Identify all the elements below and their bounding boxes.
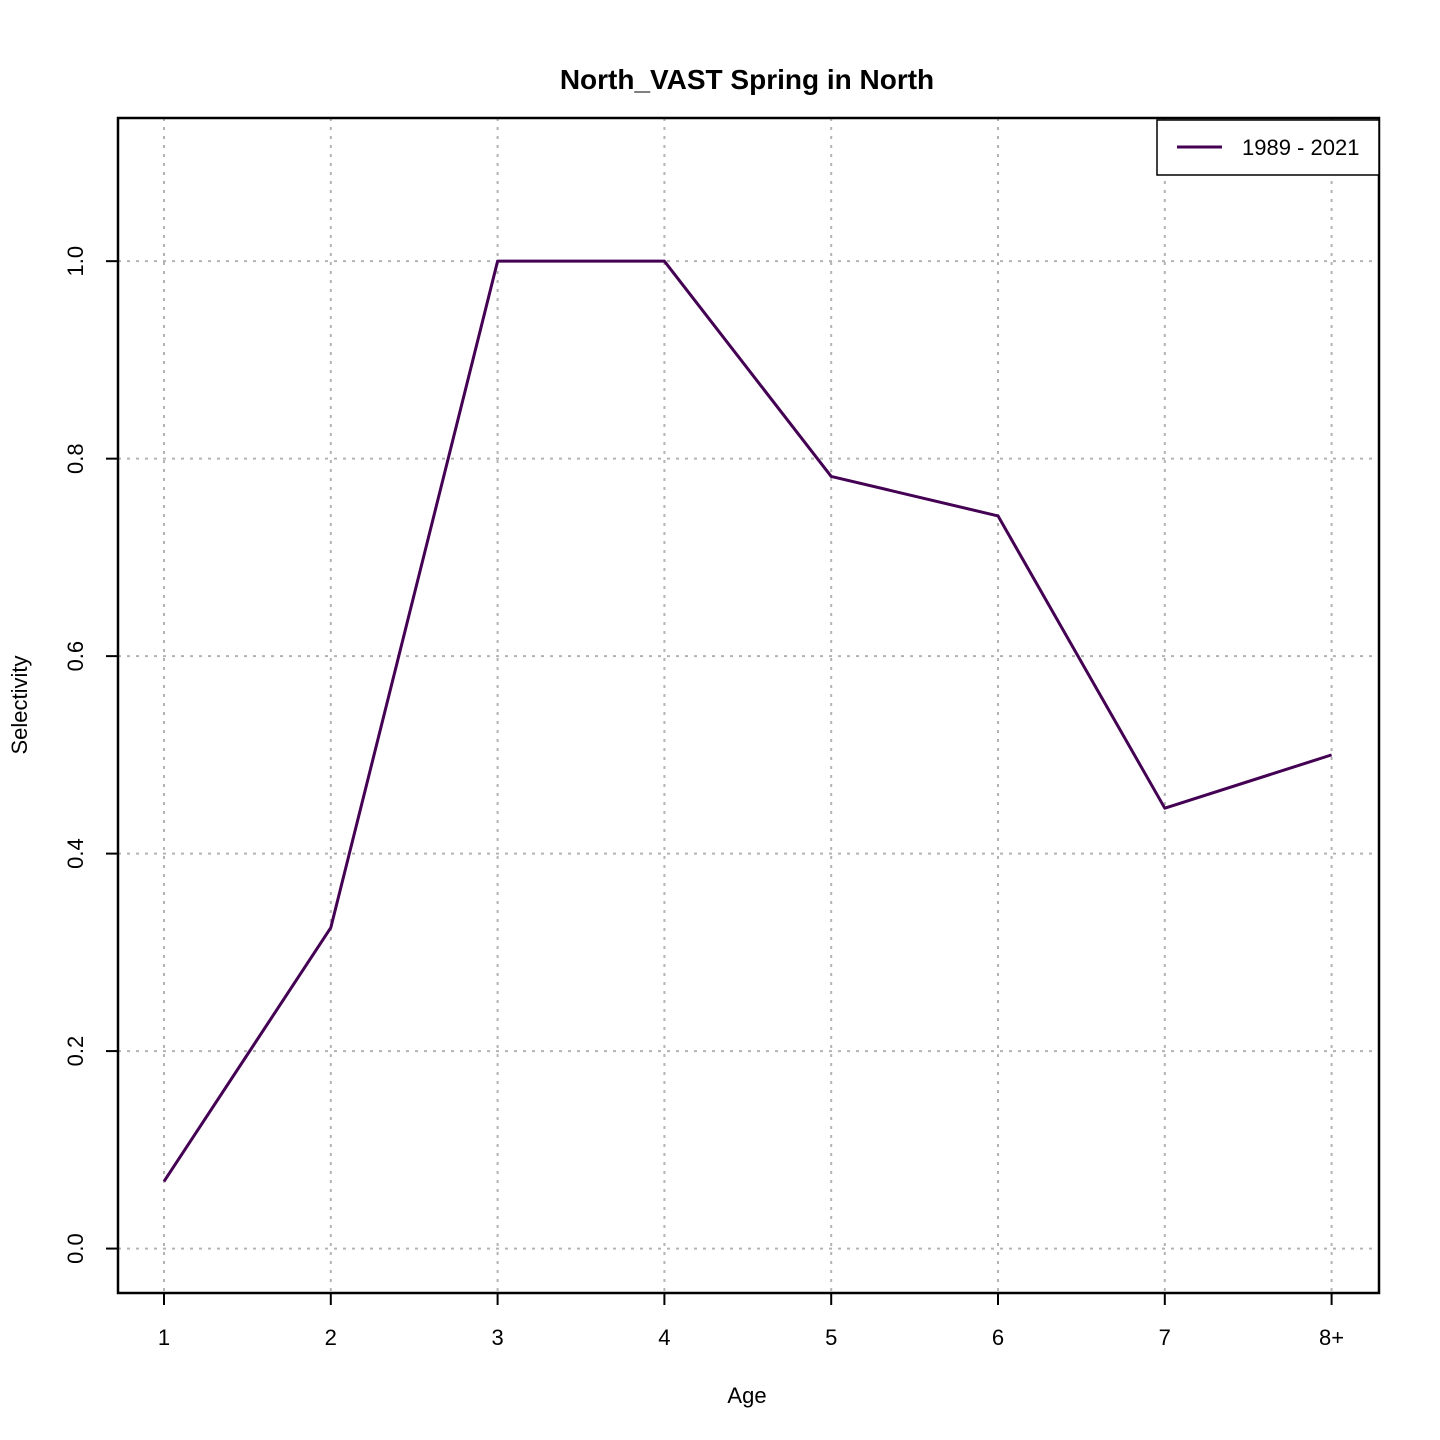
y-tick-label: 1.0 <box>63 246 88 277</box>
y-tick-label: 0.0 <box>63 1233 88 1264</box>
x-tick-label: 8+ <box>1319 1325 1344 1350</box>
x-tick-label: 1 <box>158 1325 170 1350</box>
x-tick-label: 5 <box>825 1325 837 1350</box>
y-tick-label: 0.8 <box>63 443 88 474</box>
y-axis: 0.0 0.2 0.4 0.6 0.8 1.0 <box>63 246 119 1264</box>
y-tick-label: 0.6 <box>63 641 88 672</box>
series-layer <box>162 259 1333 1183</box>
x-axis-label: Age <box>727 1383 766 1408</box>
y-tick-label: 0.2 <box>63 1036 88 1067</box>
legend: 1989 - 2021 <box>1156 119 1380 176</box>
legend-label: 1989 - 2021 <box>1242 135 1359 160</box>
x-tick-label: 3 <box>491 1325 503 1350</box>
grid <box>118 118 1379 1293</box>
series-line-0 <box>162 259 1333 1183</box>
y-axis-label: Selectivity <box>7 655 32 754</box>
chart-title: North_VAST Spring in North <box>560 64 934 95</box>
plot-frame <box>116 116 1381 1295</box>
x-tick-label: 4 <box>658 1325 670 1350</box>
x-tick-label: 7 <box>1159 1325 1171 1350</box>
x-tick-label: 2 <box>325 1325 337 1350</box>
y-tick-label: 0.4 <box>63 838 88 869</box>
x-axis: 1 2 3 4 5 6 7 8+ <box>158 1292 1344 1350</box>
x-tick-label: 6 <box>992 1325 1004 1350</box>
